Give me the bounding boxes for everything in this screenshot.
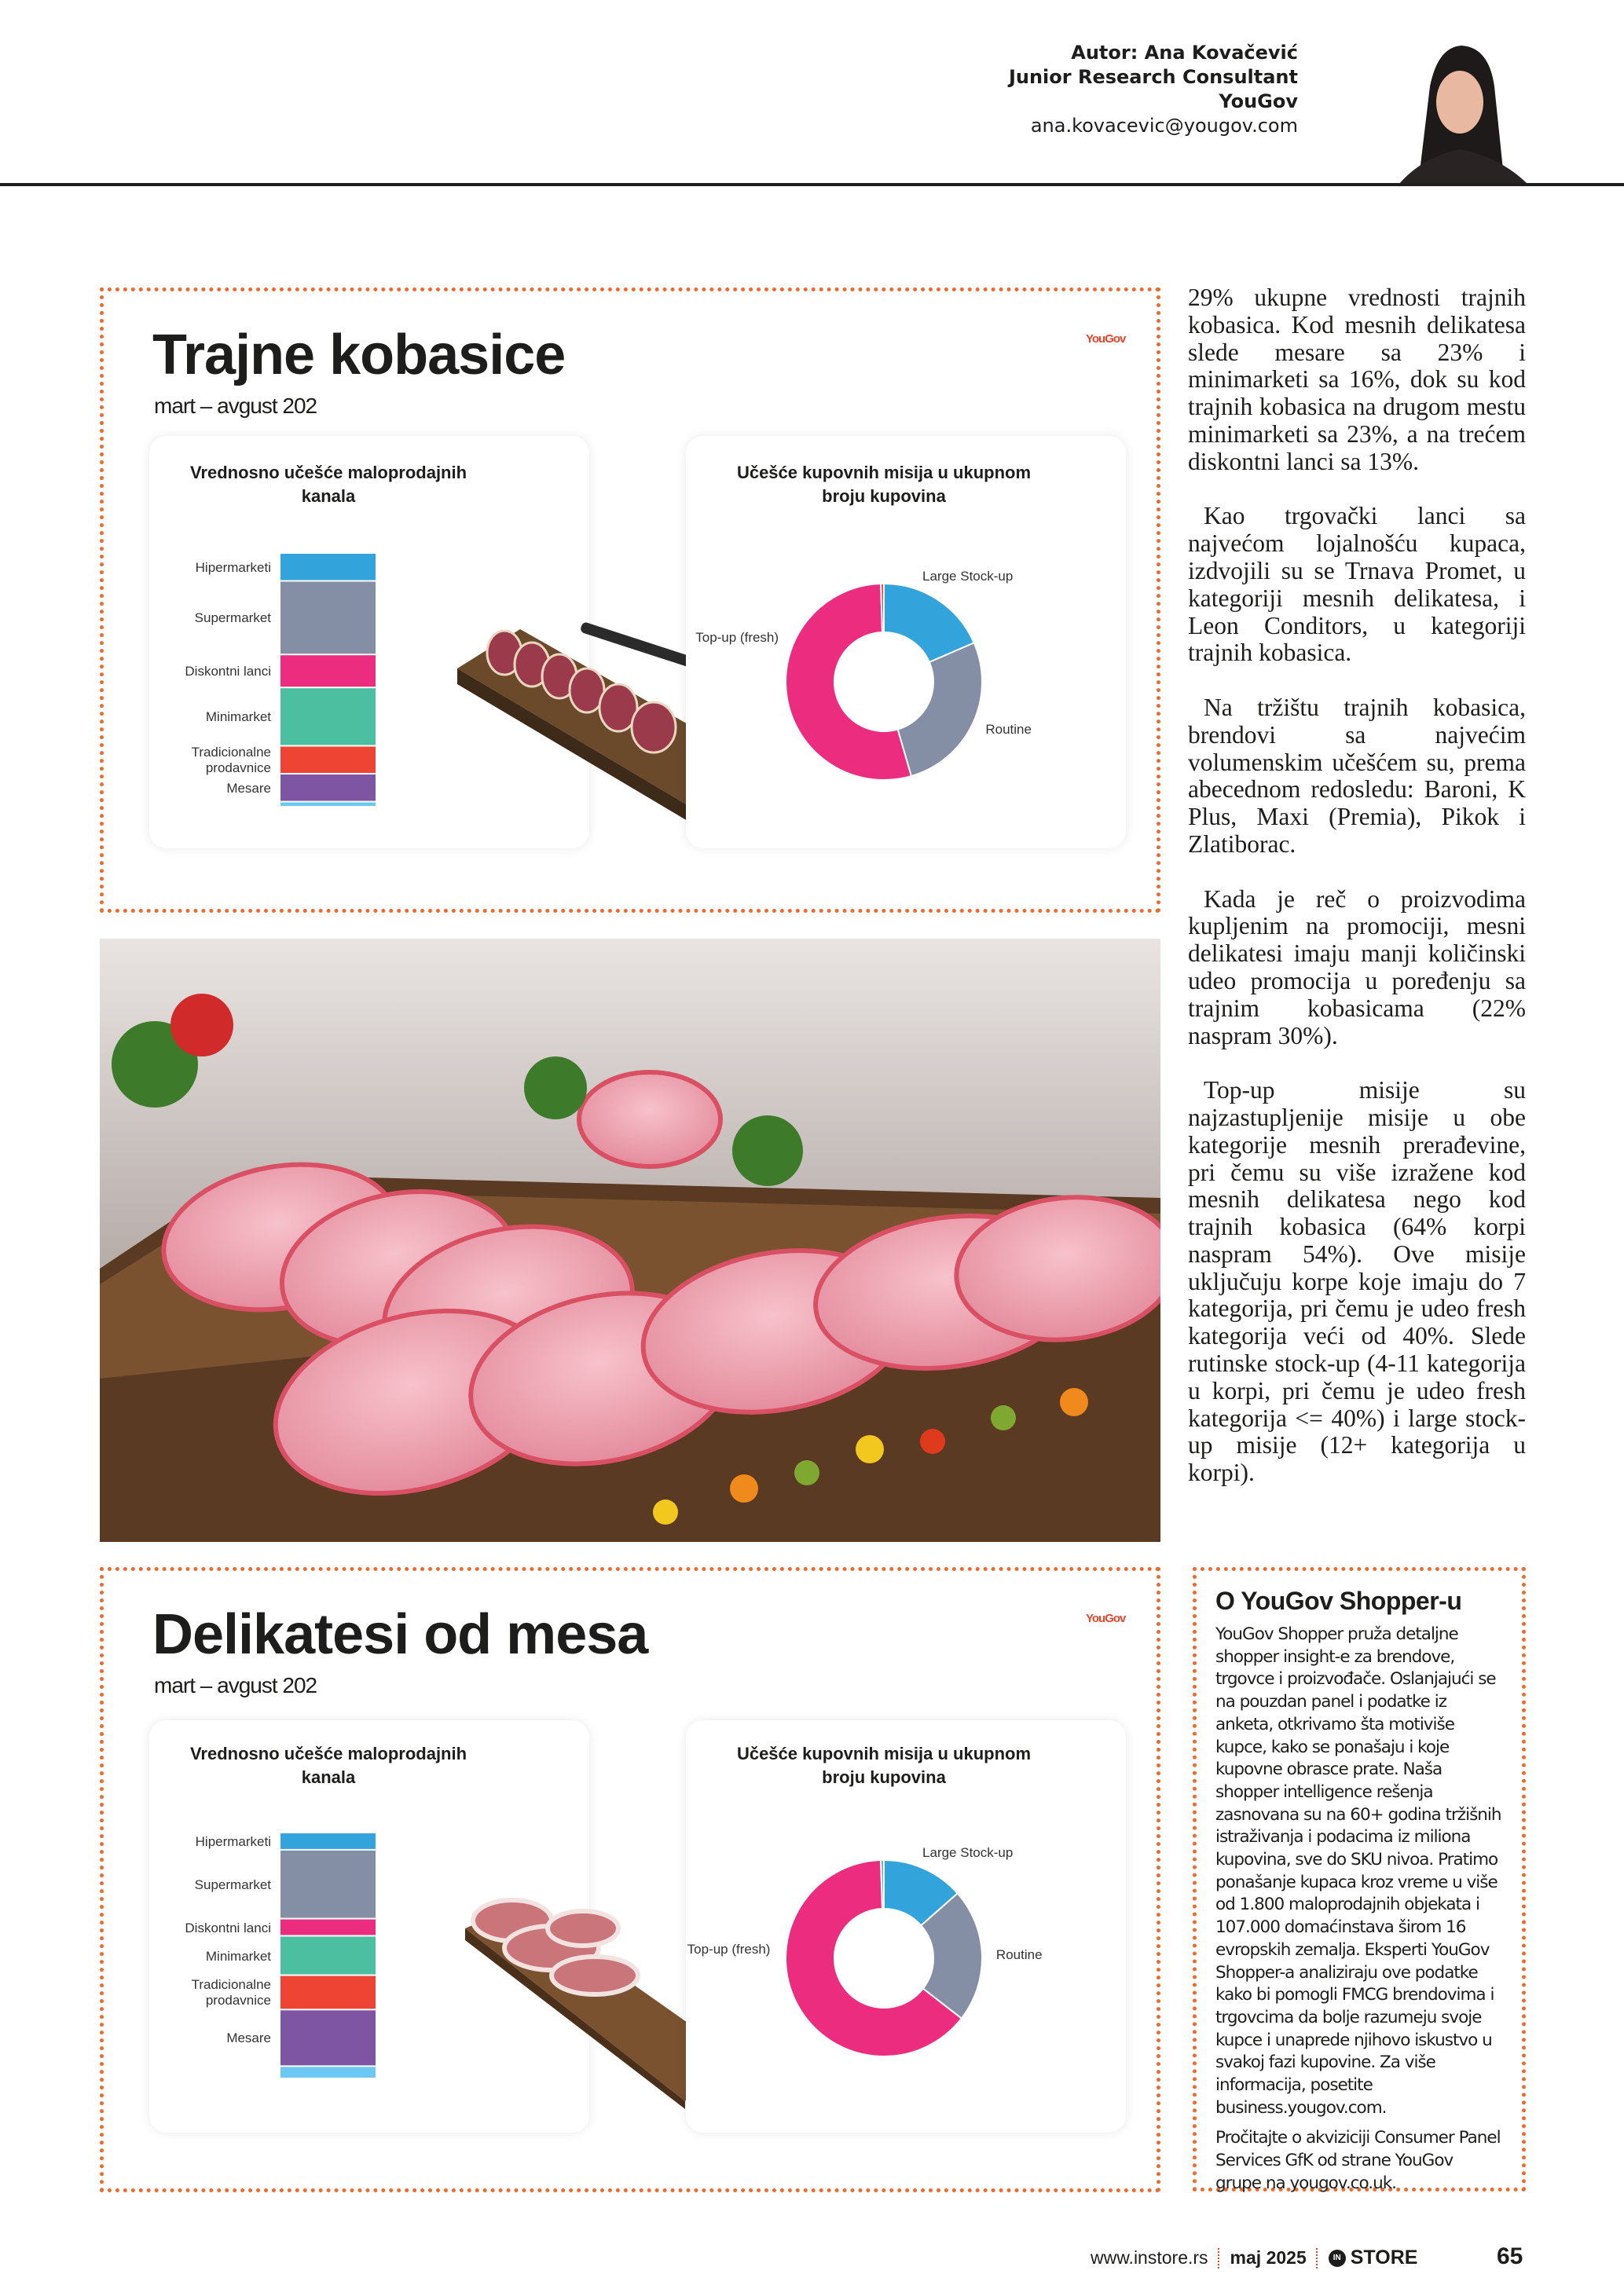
bar-segment (280, 655, 376, 687)
author-email[interactable]: ana.kovacevic@yougov.com (1030, 115, 1298, 137)
mission-chart-card: Učešće kupovnih misija u ukupnom broju k… (686, 436, 1126, 848)
bacon-board-image (457, 1873, 740, 2109)
section-subtitle: mart – avgust 202 (154, 394, 317, 418)
footer: www.instore.rs maj 2025 IN STORE (1091, 2247, 1417, 2269)
footer-brand-logo: IN STORE (1328, 2247, 1418, 2269)
footer-website[interactable]: www.instore.rs (1091, 2247, 1208, 2268)
bar-label: Hipermarketi (195, 559, 271, 575)
donut-label: Routine (995, 1946, 1043, 1962)
article-paragraph: Kao trgovački lanci sa najvećom lojalnoš… (1188, 502, 1526, 667)
bar-svg (280, 554, 376, 806)
bar-svg (280, 1833, 376, 2078)
infobox-note: Pročitajte o akviziciji Consumer Panel S… (1215, 2128, 1501, 2193)
page-number: 65 (1497, 2243, 1523, 2269)
section-trajne-kobasice: Trajne kobasice mart – avgust 202 YouGov… (100, 287, 1160, 913)
chart-title: Vrednosno učešće maloprodajnih kanala (189, 463, 467, 506)
bar-segment (280, 774, 376, 801)
article-text: 29% ukupne vrednosti trajnih kobasica. K… (1188, 284, 1526, 1514)
donut-label: Large Stock-up (922, 1844, 1014, 1860)
donut-svg (785, 582, 983, 781)
yougov-logo: YouGov (1086, 1612, 1126, 1625)
donut-slice (896, 642, 983, 778)
infobox-body: YouGov Shopper pruža detaljne shopper in… (1215, 1624, 1502, 2118)
donut-chart: Large Stock-up Routine Top-up (fresh) (686, 1712, 1126, 2125)
channel-chart-card: Vrednosno učešće maloprodajnih kanala Hi… (149, 1720, 589, 2133)
donut-label: Routine (985, 721, 1032, 737)
author-role: Junior Research Consultant (1008, 66, 1298, 88)
article-paragraph: Kada je reč o proizvodima kupljenim na p… (1188, 884, 1526, 1049)
yougov-logo: YouGov (1086, 332, 1126, 346)
bar-label: Supermarket (194, 610, 271, 626)
bar-segment (280, 688, 376, 745)
bar-segment (280, 1976, 376, 2009)
section-subtitle: mart – avgust 202 (154, 1673, 317, 1697)
donut-slice (880, 582, 885, 634)
bar-label: Diskontni lanci (185, 1920, 271, 1935)
bar-segment (280, 1833, 376, 1849)
donut-chart: Large Stock-up Routine Top-up (fresh) (686, 436, 1126, 848)
bar-label: Mesare (226, 2031, 271, 2046)
infobox-title: O YouGov Shopper-u (1215, 1587, 1462, 1615)
mission-chart-card: Učešće kupovnih misija u ukupnom broju k… (686, 1720, 1126, 2133)
footer-divider (1217, 2247, 1221, 2269)
donut-slice (785, 1859, 963, 2057)
bar-label: Mesare (226, 780, 271, 796)
bar-label: Tradicionalne prodavnice (191, 1977, 271, 2009)
author-block: Autor: Ana Kovačević Junior Research Con… (1009, 41, 1298, 138)
instore-mark-icon: IN (1328, 2249, 1346, 2267)
bar-segment (280, 2010, 376, 2066)
bar-segment (280, 1850, 376, 1918)
bar-label: Minimarket (205, 709, 271, 725)
footer-issue: maj 2025 (1230, 2247, 1307, 2268)
bar-segment (280, 1936, 376, 1975)
bar-label: Supermarket (194, 1877, 271, 1892)
article-paragraph: Na tržištu trajnih kobasica, brendovi sa… (1188, 693, 1526, 858)
author-photo (1375, 39, 1544, 185)
chart-title: Učešće kupovnih misija u ukupnom broju k… (736, 463, 1032, 506)
sausage-board-image (449, 598, 764, 833)
footer-divider (1315, 2247, 1319, 2269)
section-delikatesi-od-mesa: Delikatesi od mesa mart – avgust 202 You… (100, 1567, 1160, 2192)
donut-svg (785, 1858, 983, 2057)
article-paragraph: 29% ukupne vrednosti trajnih kobasica. K… (1188, 284, 1526, 475)
chart-title: Vrednosno učešće maloprodajnih kanala (189, 1744, 467, 1787)
bar-label: Minimarket (205, 1948, 271, 1964)
donut-label: Top-up (fresh) (695, 630, 779, 646)
bar-segment (280, 1919, 376, 1935)
bar-segment (280, 746, 376, 774)
bar-segment (280, 802, 376, 806)
header-rule (0, 183, 1624, 186)
section-title: Delikatesi od mesa (152, 1603, 648, 1666)
bar-label: Diskontni lanci (185, 664, 271, 679)
bar-segment (280, 554, 376, 580)
donut-label: Top-up (fresh) (687, 1941, 771, 1957)
article-paragraph: Top-up misije su najzastupljenije misije… (1188, 1076, 1526, 1487)
donut-label: Large Stock-up (922, 568, 1014, 584)
author-name: Autor: Ana Kovačević (1071, 42, 1298, 64)
yougov-shopper-infobox: O YouGov Shopper-u YouGov Shopper pruža … (1193, 1567, 1526, 2193)
bar-segment (280, 581, 376, 654)
donut-slice (919, 1891, 983, 2020)
stacked-bar-chart: Hipermarketi Supermarket Diskontni lanci Mi… (149, 1833, 589, 2079)
bar-label: Hipermarketi (195, 1833, 271, 1849)
footer-brand: STORE (1350, 2247, 1418, 2269)
donut-slice (785, 583, 913, 781)
chart-title: Učešće kupovnih misija u ukupnom broju k… (736, 1744, 1032, 1787)
cold-cuts-photo (100, 939, 1160, 1542)
bar-segment (280, 2067, 376, 2078)
author-company: YouGov (1219, 90, 1298, 112)
section-title: Trajne kobasice (152, 324, 566, 386)
stacked-bar-chart: Hipermarketi Supermarket Diskontni lanci Mi… (149, 554, 589, 807)
donut-slice (880, 1858, 885, 1910)
bar-label: Tradicionalne prodavnice (191, 745, 271, 776)
